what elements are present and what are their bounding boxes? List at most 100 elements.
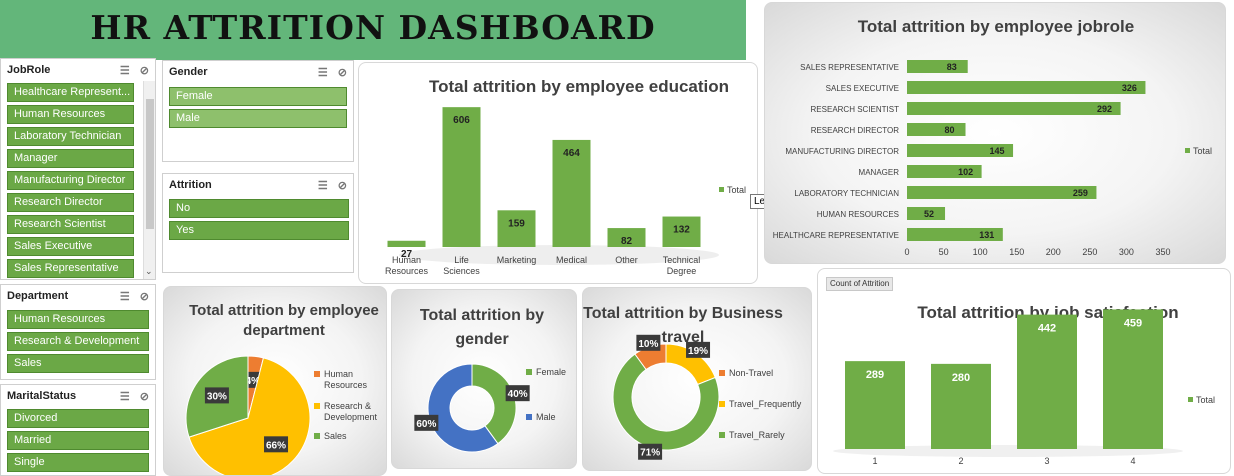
data-label: 159 [508, 218, 525, 229]
slicer-attrition: Attrition ☰ ⊘ No Yes [162, 173, 354, 273]
slicer-item[interactable]: Research & Development [7, 332, 149, 351]
slicer-item[interactable]: Manufacturing Director [7, 171, 134, 190]
clear-filter-icon[interactable]: ⊘ [139, 391, 149, 403]
gender-plot: 40% 60% Female Male [414, 363, 566, 453]
data-label: 80 [945, 125, 955, 135]
slicer-item[interactable]: Healthcare Represent... [7, 83, 134, 102]
data-label: 145 [990, 146, 1005, 156]
bar [662, 216, 701, 247]
multi-select-icon[interactable]: ☰ [119, 291, 130, 303]
bar [907, 144, 1014, 157]
data-label-box [636, 334, 661, 351]
tick-label: 50 [939, 247, 949, 257]
scroll-thumb[interactable] [146, 99, 154, 229]
slicer-item[interactable]: Research Scientist [7, 215, 134, 234]
legend-swatch [314, 403, 320, 409]
slicer-item[interactable]: Married [7, 431, 149, 450]
slicer-item[interactable]: Single [7, 453, 149, 472]
slicer-item[interactable]: Divorced [7, 409, 149, 428]
clear-filter-icon[interactable]: ⊘ [337, 180, 347, 192]
slice [427, 363, 499, 453]
data-label: 60% [416, 419, 436, 430]
data-label: 82 [621, 236, 633, 247]
category-label: Resources [385, 266, 429, 276]
legend-swatch [526, 414, 532, 420]
category-label: LABORATORY TECHNICIAN [794, 189, 899, 198]
slicer-item[interactable]: Yes [169, 221, 349, 240]
chart-title: Total attrition by employee education [428, 77, 730, 96]
slicer-department: Department ☰ ⊘ Human Resources Research & … [0, 284, 156, 380]
slicer-item[interactable]: Human Resources [7, 310, 149, 329]
legend-swatch [719, 187, 724, 192]
clear-filter-icon[interactable]: ⊘ [139, 291, 149, 303]
slicer-gender: Gender ☰ ⊘ Female Male [162, 60, 354, 162]
slicer-scrollbar[interactable]: ⌄ [143, 81, 155, 279]
slice [612, 353, 720, 451]
chart-gender[interactable]: Total attrition by gender 40% 60% Female Ma… [391, 289, 577, 469]
chart-education[interactable]: Total attrition by employee education 27… [358, 62, 758, 284]
slicer-maritalstatus: MaritalStatus ☰ ⊘ Divorced Married Single [0, 384, 156, 476]
dashboard-title: HR ATTRITION DASHBOARD [90, 8, 656, 47]
data-label-box [264, 436, 289, 453]
slicer-item[interactable]: Sales Representative [7, 259, 134, 278]
tick-label: 100 [973, 247, 988, 257]
category-label: MANUFACTURING DIRECTOR [785, 147, 899, 156]
data-label: 102 [958, 167, 973, 177]
slicer-title: Department [7, 290, 69, 302]
slicer-title: MaritalStatus [7, 390, 77, 402]
slicer-item[interactable]: Research Director [7, 193, 134, 212]
slicer-item[interactable]: No [169, 199, 349, 218]
bar [607, 228, 646, 247]
clear-filter-icon[interactable]: ⊘ [139, 65, 149, 77]
multi-select-icon[interactable]: ☰ [119, 391, 130, 403]
data-label: 132 [673, 225, 690, 236]
legend-swatch [314, 433, 320, 439]
category-label: 2 [958, 456, 963, 466]
category-label: 3 [1044, 456, 1049, 466]
data-label: 131 [979, 230, 994, 240]
chart-business-travel[interactable]: Total attrition by Business travel 10% 19… [582, 287, 812, 471]
slicer-item[interactable]: Laboratory Technician [7, 127, 134, 146]
chevron-down-icon[interactable]: ⌄ [145, 267, 153, 277]
floor-shadow [399, 245, 719, 265]
slicer-item[interactable]: Manager [7, 149, 134, 168]
slicer-item[interactable]: Male [169, 109, 347, 128]
multi-select-icon[interactable]: ☰ [317, 180, 328, 192]
category-label: Life [454, 255, 469, 265]
clear-filter-icon[interactable]: ⊘ [337, 67, 347, 79]
legend-label: Travel_Frequently [729, 399, 802, 409]
slicer-item[interactable]: Human Resources [7, 105, 134, 124]
chart-title: Total attrition by Business travel [583, 305, 783, 346]
data-label-box [505, 385, 530, 402]
bar [907, 81, 1146, 94]
slicer-header: MaritalStatus ☰ ⊘ [7, 390, 151, 406]
category-label: SALES REPRESENTATIVE [800, 63, 899, 72]
multi-select-icon[interactable]: ☰ [317, 67, 328, 79]
count-of-attrition-badge[interactable]: Count of Attrition [826, 277, 894, 291]
category-label: Sciences [443, 266, 480, 276]
chart-department[interactable]: Total attrition by employee department 4… [163, 286, 387, 476]
bar [845, 361, 905, 449]
slicer-item[interactable]: Female [169, 87, 347, 106]
bar [931, 363, 991, 449]
legend-label: Total [1196, 395, 1215, 405]
satisfaction-plot: 289 1 280 2 442 3 459 4 Total [833, 309, 1215, 466]
slicer-item[interactable]: Sales [7, 354, 149, 373]
slicer-header: Department ☰ ⊘ [7, 290, 151, 306]
data-label: 259 [1073, 188, 1088, 198]
chart-jobrole[interactable]: Total attrition by employee jobrole SALE… [764, 2, 1226, 264]
category-label: MANAGER [859, 168, 900, 177]
slicer-item[interactable]: Sales Executive [7, 237, 134, 256]
bar [1017, 314, 1077, 449]
legend-label: Male [536, 412, 556, 422]
multi-select-icon[interactable]: ☰ [119, 65, 130, 77]
tick-label: 150 [1009, 247, 1024, 257]
tick-label: 300 [1119, 247, 1134, 257]
bar [387, 240, 426, 247]
category-label: Degree [667, 266, 697, 276]
chart-job-satisfaction[interactable]: Count of Attrition Total attrition by jo… [817, 268, 1231, 474]
tick-label: 350 [1155, 247, 1170, 257]
data-label: 27 [401, 249, 413, 260]
